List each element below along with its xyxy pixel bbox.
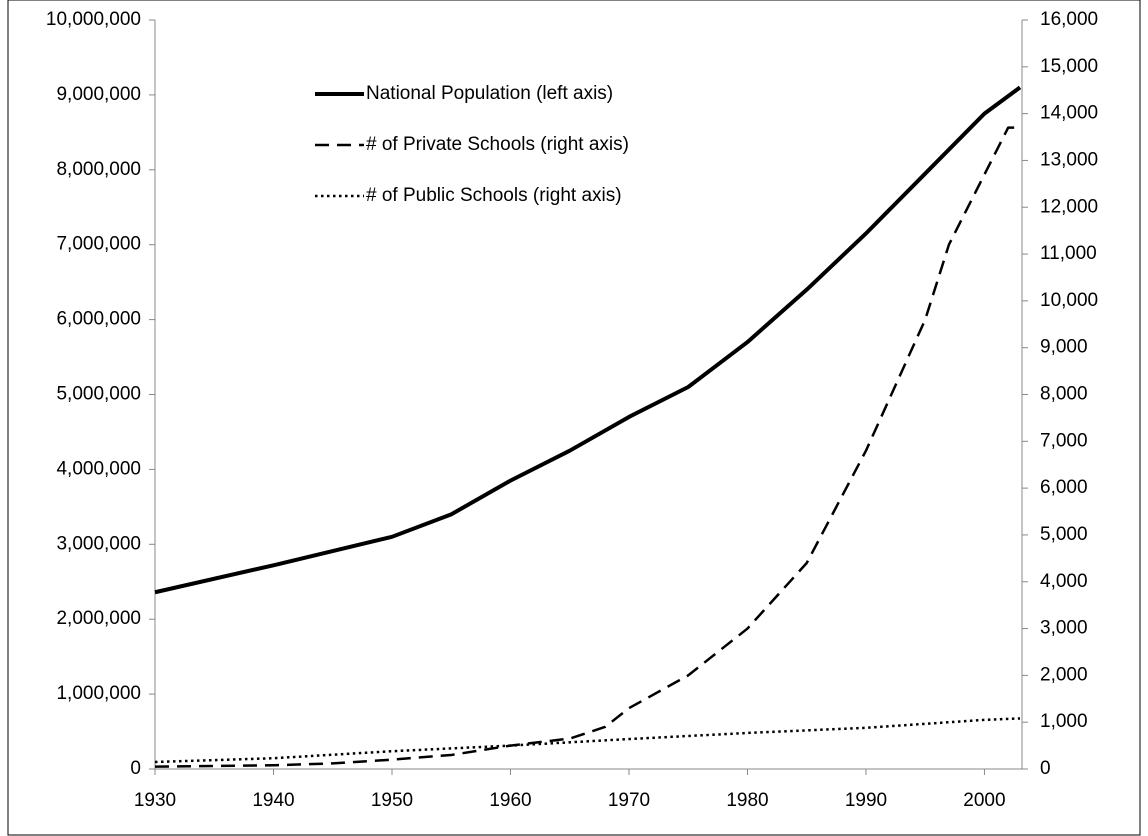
series-line [154,717,1021,764]
series-line [154,126,1020,768]
y2-tick-label: 0 [1040,758,1051,779]
y2-tick-label: 2,000 [1040,664,1088,685]
y-tick-label: 10,000,000 [46,9,141,30]
y-tick-label: 0 [130,758,141,779]
x-tick-label: 1930 [134,790,176,811]
y-tick-label: 8,000,000 [56,159,141,180]
y2-tick-label: 8,000 [1040,384,1088,405]
y2-tick-label: 14,000 [1040,103,1098,124]
legend-label: National Population (left axis) [366,83,613,104]
y2-tick-label: 13,000 [1040,149,1098,170]
y2-tick-label: 1,000 [1040,711,1088,732]
chart-frame [7,0,1141,836]
x-tick-label: 1970 [608,790,650,811]
x-tick-label: 1980 [726,790,768,811]
y2-tick-label: 7,000 [1040,430,1088,451]
y2-tick-label: 16,000 [1040,9,1098,30]
y-tick-label: 4,000,000 [56,458,141,479]
legend-label: # of Public Schools (right axis) [366,185,622,206]
y2-tick-label: 15,000 [1040,56,1098,77]
y-tick-label: 1,000,000 [56,683,141,704]
x-tick-label: 1950 [371,790,413,811]
y-tick-label: 9,000,000 [56,84,141,105]
y2-tick-label: 12,000 [1040,196,1098,217]
x-tick-label: 1940 [252,790,294,811]
y2-tick-label: 11,000 [1040,243,1097,264]
legend-label: # of Private Schools (right axis) [366,134,629,155]
y-tick-label: 6,000,000 [56,309,141,330]
series-line [154,85,1022,595]
y-tick-label: 5,000,000 [56,384,141,405]
x-tick-label: 1990 [845,790,887,811]
y-tick-label: 7,000,000 [56,234,141,255]
y2-tick-label: 9,000 [1040,337,1088,358]
y2-tick-label: 6,000 [1040,477,1088,498]
y-tick-label: 3,000,000 [56,533,141,554]
y-tick-label: 2,000,000 [56,608,141,629]
y2-tick-label: 10,000 [1040,290,1098,311]
y2-tick-label: 4,000 [1040,571,1088,592]
y2-tick-label: 3,000 [1040,618,1088,639]
x-tick-label: 2000 [963,790,1005,811]
y2-tick-label: 5,000 [1040,524,1088,545]
x-tick-label: 1960 [489,790,531,811]
